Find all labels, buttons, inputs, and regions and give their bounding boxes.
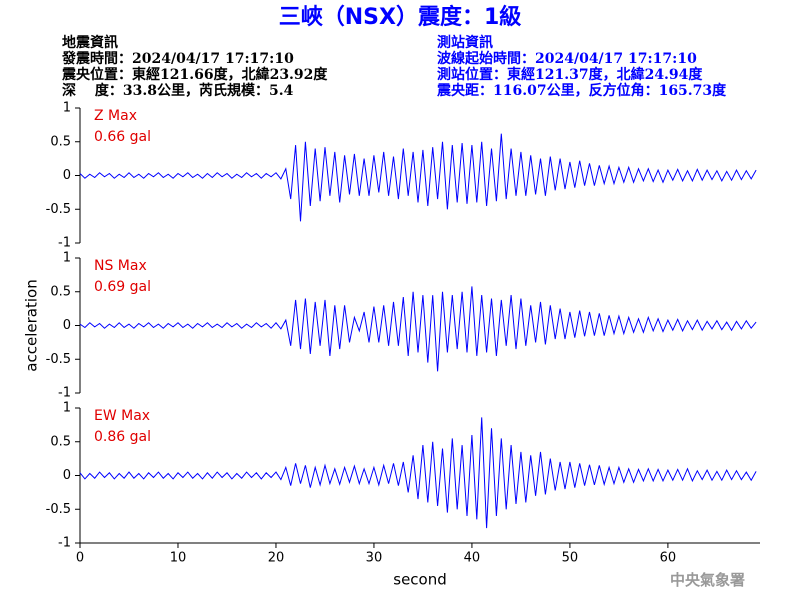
info-right: 測站位置：東經121.37度，北緯24.94度: [437, 66, 703, 83]
info-right: 測站資訊: [437, 34, 493, 51]
x-axis-label: second: [393, 571, 447, 589]
footer: 中央氣象署: [670, 571, 745, 589]
x-tick-label: 10: [170, 551, 187, 566]
y-tick-label: 0: [63, 318, 71, 333]
y-tick-label: 1: [63, 401, 71, 416]
waveform: [79, 417, 757, 529]
y-tick-label: 1: [63, 251, 71, 266]
x-tick-label: 50: [562, 551, 579, 566]
info-left: 震央位置：東經121.66度，北緯23.92度: [61, 66, 328, 83]
y-tick-label: -1: [58, 536, 71, 551]
info-right: 波線起始時間：2024/04/17 17:17:10: [437, 50, 697, 67]
y-tick-label: -0.5: [46, 352, 71, 367]
y-tick-label: -0.5: [46, 202, 71, 217]
y-tick-label: -1: [58, 236, 71, 251]
x-tick-label: 30: [366, 551, 383, 566]
y-tick-label: 0.5: [50, 284, 71, 299]
x-tick-label: 40: [464, 551, 481, 566]
x-tick-label: 60: [660, 551, 677, 566]
max-label: 0.69 gal: [94, 279, 151, 295]
y-tick-label: 0.5: [50, 134, 71, 149]
y-tick-label: 0: [63, 168, 71, 183]
info-right: 震央距：116.07公里，反方位角：165.73度: [436, 82, 727, 99]
max-label: 0.66 gal: [94, 129, 151, 145]
x-tick-label: 0: [76, 551, 84, 566]
y-tick-label: -0.5: [46, 502, 71, 517]
info-left: 發震時間：2024/04/17 17:17:10: [61, 50, 294, 67]
y-tick-label: 1: [63, 101, 71, 116]
max-label: 0.86 gal: [94, 429, 151, 445]
y-tick-label: -1: [58, 386, 71, 401]
channel-label: NS Max: [94, 258, 147, 274]
y-tick-label: 0.5: [50, 434, 71, 449]
info-left: 深 度：33.8公里，芮氏規模：5.4: [62, 82, 294, 99]
y-tick-label: 0: [63, 468, 71, 483]
y-axis-label: acceleration: [23, 279, 41, 371]
x-tick-label: 20: [268, 551, 285, 566]
channel-label: Z Max: [94, 108, 137, 124]
channel-label: EW Max: [94, 408, 150, 424]
info-left: 地震資訊: [62, 34, 118, 51]
waveform: [79, 286, 757, 372]
waveform: [79, 133, 757, 222]
title: 三峽（NSX）震度：1級: [279, 4, 522, 30]
